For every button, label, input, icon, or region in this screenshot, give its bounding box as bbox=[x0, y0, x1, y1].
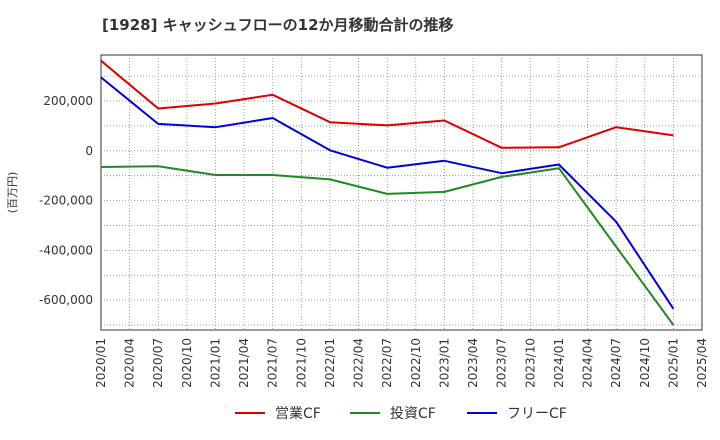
legend-label-3: フリーCF bbox=[507, 406, 567, 422]
x-tick-label: 2020/01 bbox=[94, 338, 108, 388]
series-line-2 bbox=[100, 165, 675, 326]
y-axis-label: (百万円) bbox=[6, 172, 19, 214]
x-tick-label: 2022/04 bbox=[352, 338, 366, 388]
x-tick-label: 2022/10 bbox=[409, 338, 423, 388]
x-tick-label: 2021/07 bbox=[266, 338, 280, 388]
x-tick-label: 2021/01 bbox=[208, 338, 222, 388]
x-tick-label: 2021/10 bbox=[294, 338, 308, 388]
y-tick-label: -400,000 bbox=[39, 243, 93, 257]
x-tick-label: 2020/04 bbox=[123, 338, 137, 388]
x-tick-label: 2023/07 bbox=[495, 338, 509, 388]
series-line-1 bbox=[100, 59, 674, 149]
y-tick-label: -600,000 bbox=[39, 293, 93, 307]
x-tick-label: 2024/07 bbox=[609, 338, 623, 388]
x-tick-label: 2021/04 bbox=[237, 338, 251, 388]
y-tick-label: 0 bbox=[85, 144, 93, 158]
chart-title: [1928] キャッシュフローの12か月移動合計の推移 bbox=[102, 16, 454, 34]
x-tick-label: 2022/07 bbox=[380, 338, 394, 388]
x-tick-label: 2024/04 bbox=[581, 338, 595, 388]
x-tick-label: 2023/01 bbox=[437, 338, 451, 388]
x-tick-label: 2023/04 bbox=[466, 338, 480, 388]
x-tick-label: 2022/01 bbox=[323, 338, 337, 388]
legend-label-1: 営業CF bbox=[275, 406, 321, 422]
x-tick-label: 2025/04 bbox=[695, 338, 709, 388]
y-tick-label: 200,000 bbox=[43, 94, 93, 108]
x-tick-label: 2025/01 bbox=[666, 338, 680, 388]
series-line-3 bbox=[100, 76, 675, 310]
x-tick-label: 2020/07 bbox=[151, 338, 165, 388]
x-tick-label: 2024/10 bbox=[638, 338, 652, 388]
legend-label-2: 投資CF bbox=[390, 406, 436, 422]
x-tick-label: 2024/01 bbox=[552, 338, 566, 388]
x-tick-label: 2020/10 bbox=[180, 338, 194, 388]
y-tick-label: -200,000 bbox=[39, 194, 93, 208]
x-tick-label: 2023/10 bbox=[523, 338, 537, 388]
